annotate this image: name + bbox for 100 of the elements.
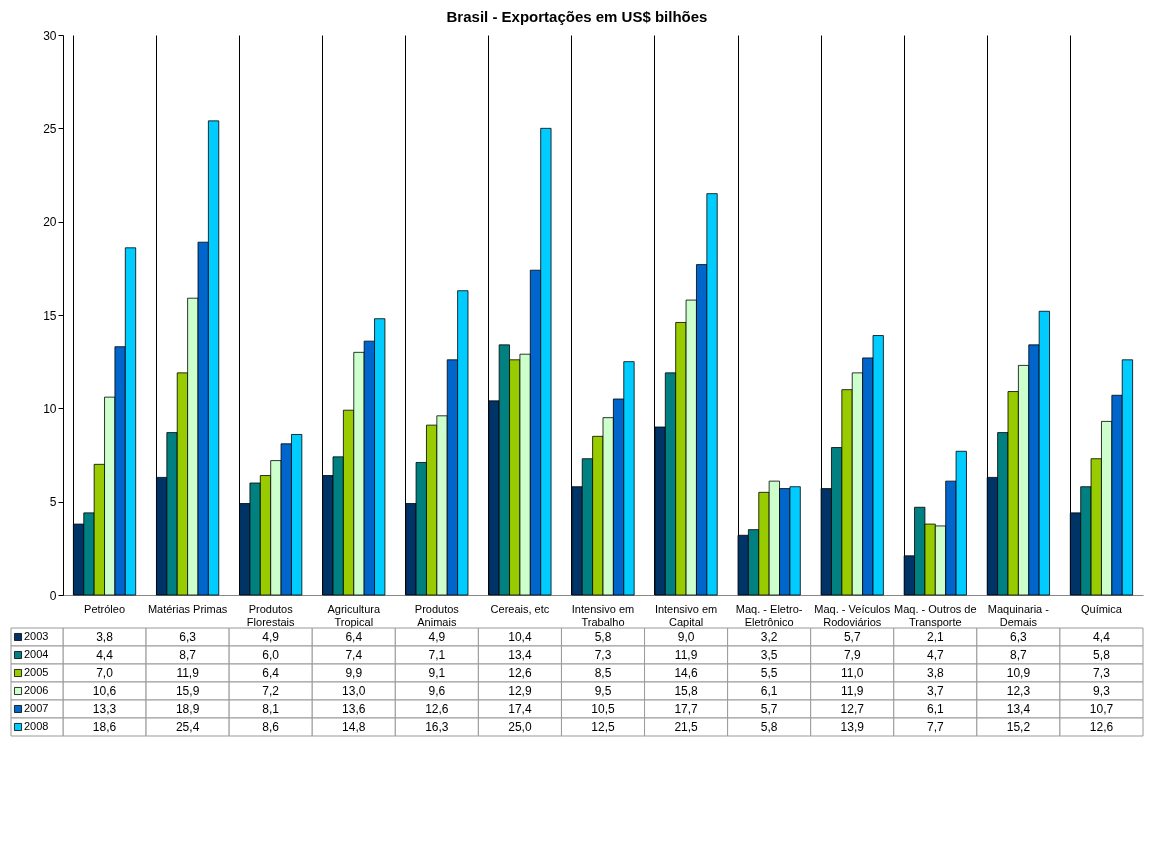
data-label: 13,4 <box>508 648 532 662</box>
data-label: 3,5 <box>760 648 778 662</box>
data-label: 5,7 <box>843 630 861 644</box>
data-label: 8,7 <box>179 648 197 662</box>
legend-label: 2004 <box>24 648 49 660</box>
data-label: 6,3 <box>1010 630 1028 644</box>
data-label: 6,1 <box>926 702 944 716</box>
data-label: 10,4 <box>508 630 532 644</box>
data-label: 12,9 <box>508 684 532 698</box>
data-label: 11,9 <box>674 648 698 662</box>
legend-label: 2006 <box>24 684 49 696</box>
data-label: 9,9 <box>345 666 363 680</box>
data-label: 3,7 <box>926 684 944 698</box>
data-label: 18,6 <box>92 720 117 734</box>
data-label: 12,7 <box>840 702 865 716</box>
data-label: 11,9 <box>841 684 864 698</box>
data-label: 10,7 <box>1089 702 1114 716</box>
data-label: 7,3 <box>594 648 612 662</box>
data-label: 8,1 <box>262 702 280 716</box>
legend-label: 2008 <box>24 720 49 732</box>
data-label: 3,8 <box>926 666 944 680</box>
data-label: 16,3 <box>425 720 449 734</box>
data-label: 12,5 <box>591 720 615 734</box>
x-tick-label: Cereais, etc <box>490 602 550 615</box>
data-label: 12,6 <box>1089 720 1114 734</box>
data-label: 9,6 <box>428 684 446 698</box>
data-label: 3,2 <box>760 630 778 644</box>
legend-label: 2007 <box>24 702 49 714</box>
data-label: 7,0 <box>96 666 114 680</box>
data-label: 7,4 <box>345 648 363 662</box>
x-tick-label: Petróleo <box>84 602 126 615</box>
x-tick-label: Maq. - Outros de Transporte <box>894 602 977 628</box>
data-label: 10,6 <box>92 684 117 698</box>
x-tick-label: Intensivo em Capital <box>654 602 718 628</box>
data-label: 14,6 <box>674 666 699 680</box>
data-label: 12,6 <box>425 702 449 716</box>
data-label: 6,0 <box>262 648 280 662</box>
data-label: 9,0 <box>677 630 695 644</box>
y-tick-label: 10 <box>43 401 57 416</box>
data-label: 25,0 <box>508 720 532 734</box>
data-label: 11,0 <box>841 666 864 680</box>
data-label: 4,4 <box>1093 630 1111 644</box>
data-label: 5,8 <box>760 720 778 734</box>
data-label: 12,3 <box>1006 684 1031 698</box>
data-label: 9,5 <box>594 684 612 698</box>
data-label: 15,2 <box>1006 720 1031 734</box>
x-tick-label: Produtos Animais <box>414 602 460 628</box>
data-label: 7,9 <box>843 648 861 662</box>
data-label: 15,8 <box>674 684 699 698</box>
data-label: 6,4 <box>262 666 280 680</box>
data-label: 5,8 <box>594 630 612 644</box>
x-tick-label: Agricultura Tropical <box>327 602 381 628</box>
data-label: 7,7 <box>926 720 944 734</box>
data-label: 13,4 <box>1006 702 1031 716</box>
legend-label: 2005 <box>24 666 49 678</box>
data-label: 13,0 <box>342 684 366 698</box>
y-tick-label: 20 <box>43 215 57 230</box>
data-label: 4,4 <box>96 648 114 662</box>
data-label: 11,9 <box>176 666 200 680</box>
data-label: 9,3 <box>1093 684 1111 698</box>
chart-title: Brasil - Exportações em US$ bilhões <box>446 8 708 25</box>
data-label: 7,3 <box>1093 666 1111 680</box>
x-tick-label: Química <box>1080 602 1123 615</box>
data-label: 4,7 <box>926 648 944 662</box>
data-label: 6,1 <box>760 684 778 698</box>
x-tick-label: Intensivo em Trabalho <box>571 602 635 628</box>
data-label: 3,8 <box>96 630 114 644</box>
data-label: 15,9 <box>175 684 200 698</box>
y-tick-label: 25 <box>43 121 57 136</box>
x-tick-label: Maq. - Veículos Rodoviários <box>814 602 891 628</box>
data-label: 8,6 <box>262 720 280 734</box>
data-label: 2,1 <box>926 630 944 644</box>
data-label: 21,5 <box>674 720 699 734</box>
data-label: 17,7 <box>674 702 699 716</box>
x-tick-label: Maq. - Eletro- Eletrônico <box>735 602 803 628</box>
data-label: 10,5 <box>591 702 615 716</box>
data-label: 12,6 <box>508 666 532 680</box>
data-label: 7,1 <box>428 648 446 662</box>
data-label: 17,4 <box>508 702 532 716</box>
y-tick-label: 0 <box>49 588 57 603</box>
data-label: 6,4 <box>345 630 363 644</box>
data-label: 8,7 <box>1010 648 1028 662</box>
y-tick-label: 5 <box>49 495 57 510</box>
x-tick-label: Matérias Primas <box>147 602 228 615</box>
data-label: 14,8 <box>342 720 366 734</box>
data-label: 7,2 <box>262 684 280 698</box>
data-label: 10,9 <box>1006 666 1031 680</box>
data-label: 25,4 <box>175 720 200 734</box>
data-label: 13,6 <box>342 702 366 716</box>
data-label: 6,3 <box>179 630 197 644</box>
data-label: 9,1 <box>428 666 446 680</box>
data-label: 13,3 <box>92 702 117 716</box>
data-label: 5,7 <box>760 702 778 716</box>
x-tick-label: Maquinaria - Demais <box>987 602 1050 628</box>
data-label: 8,5 <box>594 666 612 680</box>
y-tick-label: 30 <box>43 28 57 43</box>
data-label: 13,9 <box>840 720 865 734</box>
legend-label: 2003 <box>24 630 49 642</box>
y-tick-label: 15 <box>43 308 57 323</box>
data-label: 18,9 <box>175 702 200 716</box>
